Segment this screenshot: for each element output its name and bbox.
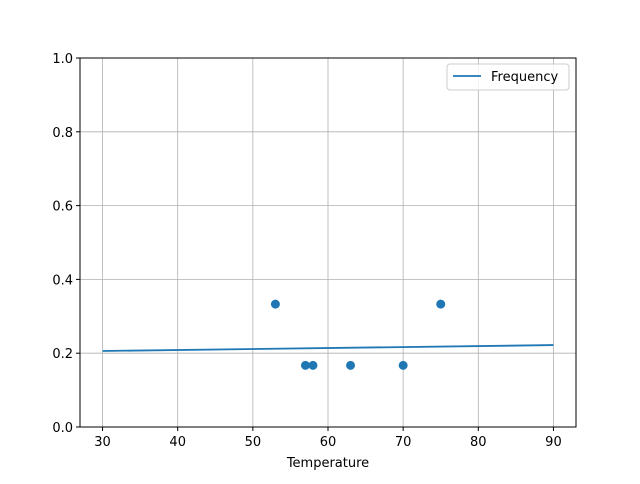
scatter-point: [300, 360, 310, 370]
plot-marks: [102, 299, 554, 370]
scatter-point: [308, 360, 318, 370]
x-tick-label: 50: [245, 435, 262, 450]
y-tick-label: 0.4: [52, 273, 73, 288]
scatter-point: [346, 360, 356, 370]
y-tick-label: 0.0: [52, 421, 73, 436]
scatter-point: [270, 299, 280, 309]
x-tick-label: 40: [169, 435, 186, 450]
y-tick-label: 0.6: [52, 200, 73, 215]
x-tick-label: 60: [320, 435, 337, 450]
scatter-point: [436, 299, 446, 309]
x-tick-label: 90: [545, 435, 562, 450]
ticks: 30 40 50 60 70 80 90 0.0 0.2 0.4 0.6 0.8 1.0: [52, 52, 561, 450]
x-tick-label: 80: [470, 435, 487, 450]
legend: Frequency: [446, 63, 570, 91]
frequency-line: [102, 344, 554, 352]
x-tick-label: 70: [395, 435, 412, 450]
y-tick-label: 1.0: [52, 52, 73, 67]
legend-label: Frequency: [491, 70, 558, 85]
x-tick-label: 30: [94, 435, 111, 450]
y-tick-label: 0.2: [52, 347, 73, 362]
y-tick-label: 0.8: [52, 126, 73, 141]
x-axis-label: Temperature: [286, 456, 369, 471]
legend-box: [446, 63, 570, 91]
scatter-point: [398, 360, 408, 370]
